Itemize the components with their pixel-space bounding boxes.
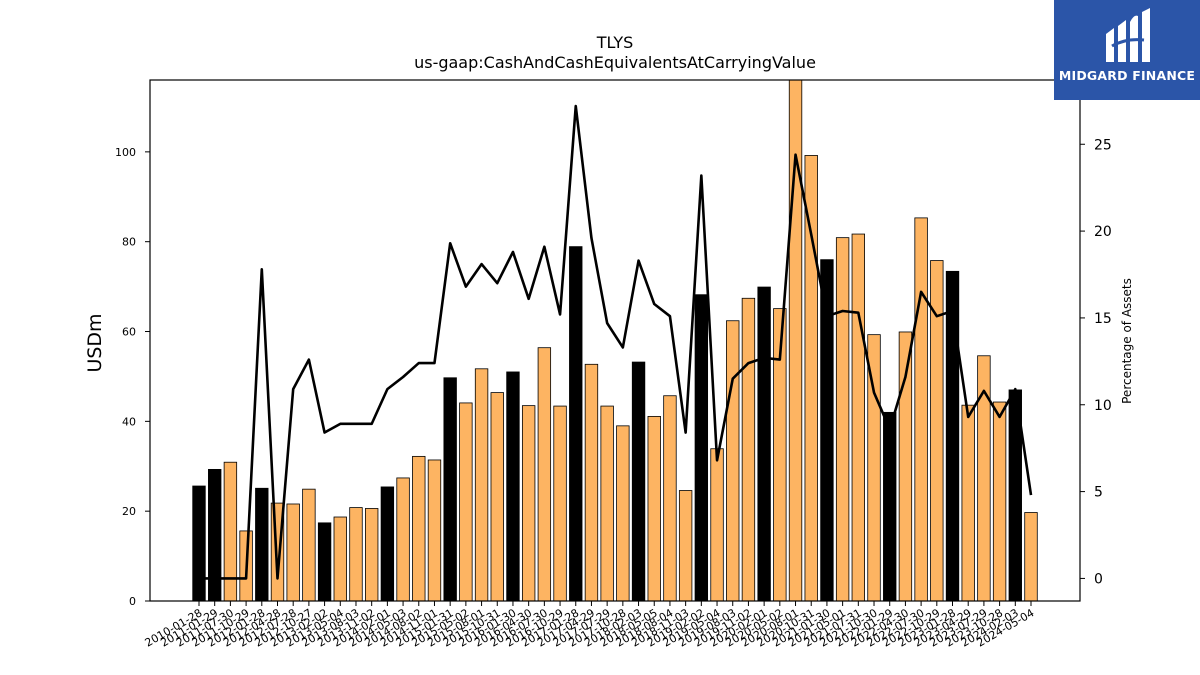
chart-subtitle: us-gaap:CashAndCashEquivalentsAtCarrying… xyxy=(414,53,816,72)
bar xyxy=(804,155,818,601)
midgard-logo-icon xyxy=(1106,8,1150,63)
bar xyxy=(317,522,332,601)
bar xyxy=(647,415,661,601)
y2-tick-label: 0 xyxy=(1094,571,1103,587)
bar xyxy=(396,477,410,601)
bar xyxy=(537,347,552,601)
bar xyxy=(569,246,583,601)
percentage-line xyxy=(199,104,1033,580)
bar xyxy=(914,217,928,601)
y-tick-label: 60 xyxy=(122,326,136,339)
bar xyxy=(364,508,379,601)
bar xyxy=(820,259,834,601)
bar xyxy=(459,402,473,601)
bar xyxy=(726,320,740,601)
y-axis-label: USDm xyxy=(84,313,106,372)
bar xyxy=(835,237,850,601)
bar xyxy=(694,294,709,601)
y-tick-label: 20 xyxy=(122,505,136,518)
line-series xyxy=(199,104,1033,580)
bar xyxy=(631,361,646,601)
bar xyxy=(333,516,347,601)
y-tick-label: 40 xyxy=(122,415,136,428)
bar xyxy=(616,425,630,601)
bar xyxy=(678,490,693,601)
bar xyxy=(930,260,944,601)
bar xyxy=(898,331,913,601)
y2-tick-label: 20 xyxy=(1094,224,1112,240)
bar xyxy=(1024,512,1038,601)
bar xyxy=(443,377,457,601)
bar-series xyxy=(192,80,1038,601)
y2-tick-label: 15 xyxy=(1094,311,1112,327)
bar xyxy=(741,297,756,601)
bar xyxy=(757,286,771,601)
bar xyxy=(412,455,426,601)
bar xyxy=(302,488,316,601)
y2-tick-label: 10 xyxy=(1094,398,1112,414)
y-tick-label: 100 xyxy=(115,146,136,159)
bar xyxy=(474,368,489,601)
y-tick-label: 0 xyxy=(129,595,136,608)
bar xyxy=(255,487,269,601)
bar xyxy=(961,404,975,601)
bar xyxy=(490,392,504,601)
bar xyxy=(286,503,300,601)
bar xyxy=(427,459,442,601)
plot-frame xyxy=(149,79,1081,602)
brand-name: MIDGARD FINANCE xyxy=(1058,68,1196,83)
bar xyxy=(945,270,960,601)
chart-title: TLYS xyxy=(596,33,634,52)
bar xyxy=(584,363,599,601)
bar xyxy=(663,395,677,601)
bar xyxy=(208,468,222,601)
bar xyxy=(600,405,614,601)
bar xyxy=(773,308,787,601)
bar xyxy=(223,461,238,601)
bar xyxy=(992,401,1007,601)
axes: 02040608010005101520252010-01-282011-01-… xyxy=(115,79,1112,650)
bar xyxy=(192,485,206,601)
y2-tick-label: 5 xyxy=(1094,485,1103,501)
y2-axis-label: Percentage of Assets xyxy=(1120,278,1134,404)
bar xyxy=(883,411,897,601)
bar xyxy=(851,233,865,601)
brand-logo: MIDGARD FINANCE xyxy=(1054,0,1200,100)
bar xyxy=(380,486,395,601)
bar xyxy=(349,507,363,601)
y2-tick-label: 25 xyxy=(1094,137,1112,153)
y-tick-label: 80 xyxy=(122,236,136,249)
bar xyxy=(521,405,536,601)
bar xyxy=(553,405,567,601)
bar xyxy=(710,448,724,601)
bar xyxy=(506,371,520,601)
